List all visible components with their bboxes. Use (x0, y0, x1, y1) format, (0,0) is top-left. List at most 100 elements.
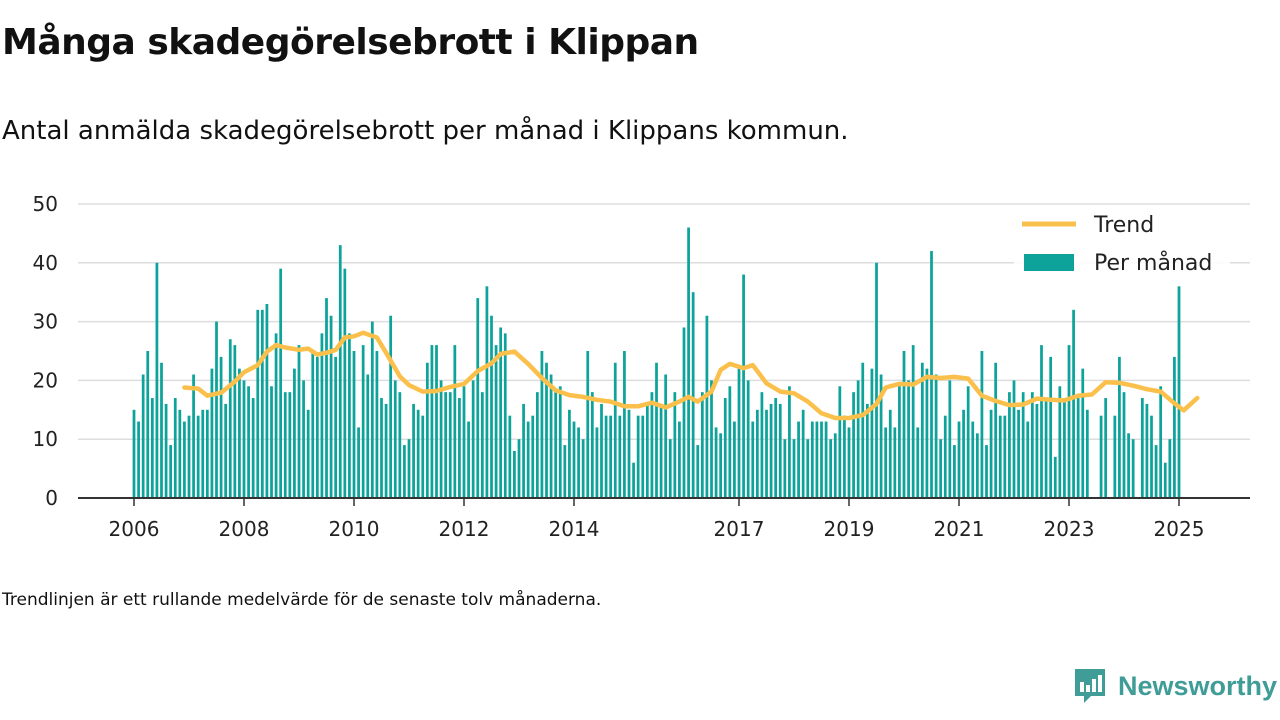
bar-2019-02 (852, 392, 855, 498)
bar-2023-12 (1118, 356, 1121, 498)
x-tick-label: 2019 (824, 517, 875, 541)
y-tick-label: 20 (33, 368, 58, 392)
bar-2012-08 (494, 345, 498, 498)
bar-2024-08 (1154, 445, 1158, 498)
bar-2021-12 (1008, 392, 1011, 498)
bar-2021-06 (980, 351, 984, 498)
legend-trend-label: Trend (1093, 213, 1154, 238)
bar-2008-01 (242, 380, 246, 498)
bar-2009-09 (334, 356, 338, 498)
bar-2019-09 (884, 427, 888, 498)
bar-2022-05 (1030, 392, 1034, 498)
bar-2011-07 (435, 345, 438, 498)
bar-2022-09 (1049, 356, 1053, 498)
bar-2007-04 (201, 409, 205, 498)
bar-2006-02 (137, 421, 140, 498)
bar-2019-04 (861, 362, 865, 498)
bar-2006-12 (183, 421, 186, 498)
bar-2009-12 (348, 333, 351, 498)
bar-2006-11 (178, 409, 182, 498)
bar-2014-05 (590, 392, 594, 498)
bar-2016-12 (733, 421, 736, 498)
bar-2017-06 (760, 392, 764, 498)
x-tick-label: 2021 (934, 517, 985, 541)
bar-2014-01 (572, 421, 576, 498)
bar-2007-11 (233, 345, 237, 498)
bar-2018-08 (824, 421, 828, 498)
chart-title: Många skadegörelsebrott i Klippan (2, 22, 699, 63)
bar-2021-02 (962, 409, 965, 498)
bar-2013-06 (540, 351, 544, 498)
bar-2007-05 (205, 409, 209, 498)
bar-2018-03 (801, 409, 805, 498)
bar-2020-09 (939, 439, 943, 498)
bar-2021-03 (966, 386, 970, 498)
bar-2008-02 (247, 386, 250, 498)
bar-2023-05 (1085, 409, 1089, 498)
bar-2013-12 (568, 409, 571, 498)
x-tick-label: 2017 (714, 517, 765, 541)
bar-2022-12 (1063, 398, 1066, 498)
bar-2017-12 (788, 386, 791, 498)
bar-2019-11 (893, 427, 897, 498)
bar-2024-05 (1140, 398, 1144, 498)
bar-2007-01 (187, 415, 191, 498)
bar-2016-08 (714, 427, 718, 498)
bar-2007-07 (215, 321, 218, 498)
bar-2017-07 (765, 409, 768, 498)
bar-2008-09 (279, 268, 283, 498)
y-tick-label: 30 (33, 310, 58, 334)
bar-2008-12 (293, 368, 296, 498)
bar-2009-11 (343, 268, 347, 498)
bar-2020-02 (907, 380, 910, 498)
bar-2019-12 (898, 386, 901, 498)
brand-name: Newsworthy (1118, 670, 1278, 701)
x-tick-label: 2006 (109, 517, 160, 541)
bar-2006-10 (173, 398, 177, 498)
bar-2024-10 (1163, 462, 1167, 498)
bar-2006-04 (146, 351, 150, 498)
bar-2022-08 (1044, 398, 1048, 498)
bar-2012-09 (499, 327, 503, 498)
bar-2024-07 (1150, 415, 1153, 498)
bar-2014-09 (609, 415, 613, 498)
bar-2010-08 (384, 403, 388, 498)
bar-2021-07 (985, 445, 988, 498)
bar-2015-07 (655, 362, 658, 498)
bar-2020-05 (920, 362, 924, 498)
bar-2023-02 (1072, 309, 1075, 498)
bar-2015-03 (636, 415, 640, 498)
bar-2015-02 (632, 462, 635, 498)
x-tick-label: 2010 (329, 517, 380, 541)
bar-2012-10 (503, 333, 507, 498)
bar-2009-10 (338, 245, 342, 498)
bar-2010-04 (366, 374, 370, 498)
bar-2006-01 (132, 409, 136, 498)
bar-2024-09 (1159, 386, 1163, 498)
bar-2013-10 (558, 386, 562, 498)
bar-2018-10 (833, 433, 837, 498)
bar-2017-11 (783, 439, 787, 498)
bar-2016-03 (691, 292, 695, 498)
brand: Newsworthy (1072, 664, 1277, 708)
bar-2023-03 (1076, 398, 1080, 498)
bar-2007-08 (219, 356, 223, 498)
bar-2010-09 (389, 315, 393, 498)
bar-2016-02 (687, 227, 690, 498)
bar-2011-12 (458, 398, 461, 498)
bar-2014-02 (577, 427, 580, 498)
bar-2012-11 (508, 415, 512, 498)
bar-series (132, 227, 1181, 498)
bar-2009-07 (325, 298, 328, 498)
bar-2022-01 (1012, 380, 1016, 498)
bar-2010-06 (375, 351, 379, 498)
bar-2008-04 (256, 309, 260, 498)
y-axis-ticks: 0 10 20 30 40 50 (33, 192, 58, 510)
bar-2020-04 (916, 427, 920, 498)
bar-2016-11 (728, 386, 732, 498)
bar-2011-09 (444, 392, 448, 498)
bar-2016-09 (719, 433, 723, 498)
bar-2010-02 (357, 427, 360, 498)
bar-2019-05 (865, 403, 869, 498)
bar-2025-01 (1177, 286, 1181, 498)
